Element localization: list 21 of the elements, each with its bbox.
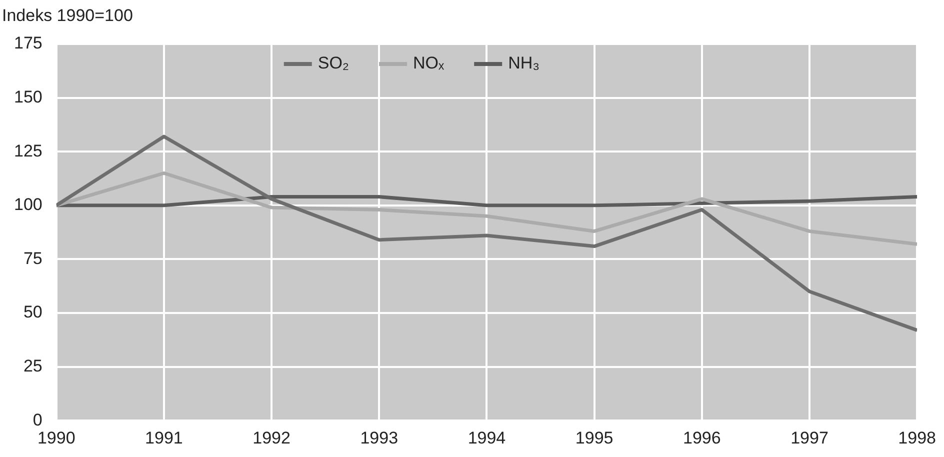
x-tick-label: 1993 xyxy=(360,428,398,448)
y-tick-label: 0 xyxy=(32,410,42,430)
y-tick-label: 50 xyxy=(23,302,42,322)
x-tick-label: 1991 xyxy=(145,428,183,448)
legend-label: NH₃ xyxy=(508,54,540,73)
y-tick-label: 150 xyxy=(14,87,42,106)
x-tick-label: 1992 xyxy=(252,428,290,448)
y-tick-label: 75 xyxy=(23,248,42,268)
y-axis-title: Indeks 1990=100 xyxy=(2,6,133,26)
y-tick-label: 100 xyxy=(14,195,42,214)
y-tick-label: 25 xyxy=(23,356,42,376)
y-tick-label: 175 xyxy=(14,34,42,53)
legend-label: SO₂ xyxy=(318,54,350,73)
x-tick-label: 1996 xyxy=(682,428,721,448)
y-tick-label: 125 xyxy=(14,141,42,160)
x-tick-label: 1994 xyxy=(468,428,506,448)
x-tick-label: 1998 xyxy=(898,428,936,448)
x-tick-label: 1995 xyxy=(575,428,614,448)
x-tick-label: 1990 xyxy=(37,428,76,448)
x-tick-label: 1997 xyxy=(790,428,828,448)
legend-label: NOₓ xyxy=(413,54,445,73)
